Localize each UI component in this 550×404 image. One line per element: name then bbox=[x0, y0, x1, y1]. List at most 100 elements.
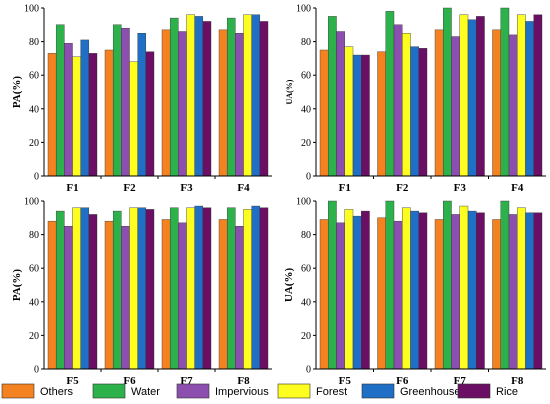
y-axis-label: UA(%) bbox=[285, 79, 294, 104]
bar-f5-rice bbox=[361, 210, 370, 370]
bar-f8-others bbox=[492, 219, 501, 370]
bar-f7-water bbox=[443, 200, 452, 370]
bar-f1-water bbox=[55, 24, 65, 177]
legend-swatch bbox=[361, 383, 395, 399]
x-tick-label: F4 bbox=[237, 182, 250, 194]
bar-f8-impervious bbox=[235, 225, 244, 370]
bar-f4-greenhouse bbox=[525, 21, 534, 177]
bar-f3-others bbox=[434, 29, 444, 177]
y-tick-label: 100 bbox=[296, 197, 311, 208]
y-tick-label: 80 bbox=[29, 37, 39, 48]
y-tick-label: 0 bbox=[34, 365, 39, 376]
legend-swatch bbox=[92, 383, 126, 399]
bar-f6-greenhouse bbox=[137, 207, 147, 370]
bar-f8-greenhouse bbox=[251, 205, 261, 370]
x-tick-label: F4 bbox=[511, 182, 524, 194]
legend-label: Impervious bbox=[215, 386, 269, 398]
y-tick-label: 20 bbox=[301, 331, 311, 342]
legend-swatch bbox=[1, 383, 35, 399]
legend-item-impervious: Impervious bbox=[176, 383, 269, 399]
bar-f5-water bbox=[55, 210, 65, 370]
bar-f7-impervious bbox=[451, 214, 460, 370]
bar-f8-water bbox=[226, 207, 236, 370]
bar-f7-others bbox=[434, 219, 444, 370]
bar-f7-rice bbox=[202, 207, 212, 370]
bar-f3-rice bbox=[476, 16, 485, 177]
y-tick-label: 0 bbox=[306, 172, 311, 183]
y-axis-label: PA(%) bbox=[11, 76, 23, 109]
bar-f8-forest bbox=[243, 209, 252, 370]
bar-f3-forest bbox=[459, 14, 469, 177]
bar-f7-water bbox=[169, 207, 179, 370]
bar-f5-forest bbox=[72, 207, 81, 370]
bar-f2-others bbox=[104, 49, 114, 177]
legend-label: Forest bbox=[316, 386, 347, 398]
bar-f3-water bbox=[443, 7, 452, 177]
y-tick-label: 20 bbox=[301, 138, 311, 149]
bar-f1-forest bbox=[72, 56, 81, 177]
bar-f4-forest bbox=[517, 14, 526, 177]
y-tick-label: 40 bbox=[29, 297, 39, 308]
bar-f3-greenhouse bbox=[194, 16, 204, 177]
bar-f6-impervious bbox=[393, 220, 403, 370]
y-tick-label: 20 bbox=[29, 138, 39, 149]
bar-f5-forest bbox=[344, 209, 354, 370]
legend-item-others: Others bbox=[1, 383, 74, 399]
bar-f6-rice bbox=[418, 212, 428, 370]
bar-f4-others bbox=[218, 29, 228, 177]
x-tick-label: F5 bbox=[66, 375, 79, 387]
bar-f2-rice bbox=[418, 48, 428, 177]
bar-f4-rice bbox=[533, 14, 543, 177]
bar-f6-water bbox=[112, 210, 122, 370]
legend-item-water: Water bbox=[92, 383, 160, 399]
bar-f5-others bbox=[47, 220, 57, 370]
bar-f2-forest bbox=[129, 61, 138, 177]
y-tick-label: 100 bbox=[24, 197, 39, 208]
y-tick-label: 60 bbox=[29, 264, 39, 275]
legend-swatch bbox=[277, 383, 311, 399]
bar-f6-forest bbox=[402, 207, 411, 370]
legend-label: Water bbox=[131, 386, 160, 398]
legend-swatch bbox=[176, 383, 210, 399]
bar-f7-rice bbox=[476, 212, 485, 370]
bar-f1-others bbox=[319, 49, 329, 177]
bar-f1-impervious bbox=[64, 43, 73, 177]
bar-f4-water bbox=[500, 7, 510, 177]
bar-f6-greenhouse bbox=[410, 210, 419, 370]
bar-f8-water bbox=[500, 200, 510, 370]
bar-f4-impervious bbox=[235, 33, 244, 177]
bar-f5-others bbox=[319, 219, 329, 370]
y-tick-label: 60 bbox=[301, 264, 311, 275]
y-tick-label: 40 bbox=[29, 104, 39, 115]
legend-swatch bbox=[457, 383, 491, 399]
bar-f4-others bbox=[492, 29, 501, 177]
bar-f6-forest bbox=[129, 207, 138, 370]
bar-f1-impervious bbox=[336, 31, 345, 177]
bar-f7-impervious bbox=[178, 222, 187, 370]
bar-f6-rice bbox=[145, 209, 155, 370]
bar-f4-forest bbox=[243, 14, 252, 177]
bar-f7-others bbox=[161, 219, 171, 370]
y-axis-label: PA(%) bbox=[11, 269, 23, 302]
legend: Others Water Impervious Forest Greenhouse Ric… bbox=[1, 383, 518, 399]
chart-panels: F1 F2 F3 F4 0 20 40 60 80 100 PA(%) F1 F2 F3 F4 0 20 40 60… bbox=[11, 4, 546, 387]
legend-item-greenhouse: Greenhouse bbox=[361, 383, 461, 399]
bar-f2-water bbox=[112, 24, 122, 177]
bar-f7-forest bbox=[459, 205, 469, 370]
bar-f4-impervious bbox=[508, 34, 518, 177]
bar-f1-rice bbox=[88, 53, 98, 177]
bar-f1-forest bbox=[344, 46, 354, 177]
x-tick-label: F8 bbox=[511, 375, 524, 387]
bar-f8-rice bbox=[533, 212, 543, 370]
bar-f5-rice bbox=[88, 214, 98, 370]
y-tick-label: 0 bbox=[34, 172, 39, 183]
x-tick-label: F3 bbox=[180, 182, 193, 194]
y-tick-label: 100 bbox=[296, 4, 311, 15]
bar-f7-greenhouse bbox=[467, 210, 477, 370]
bar-f2-water bbox=[385, 11, 395, 177]
y-tick-label: 80 bbox=[301, 230, 311, 241]
y-tick-label: 60 bbox=[301, 71, 311, 82]
bar-f2-impervious bbox=[121, 27, 130, 177]
